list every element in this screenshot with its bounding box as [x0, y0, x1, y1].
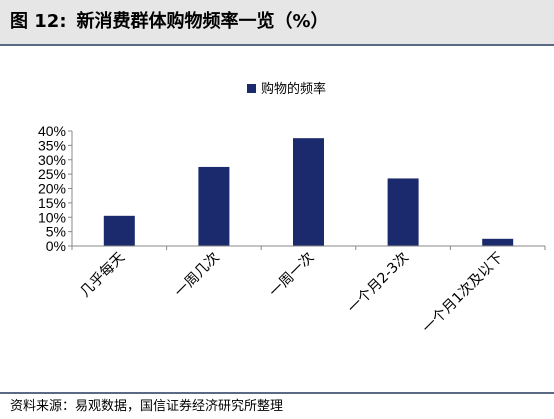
- bar: [103, 215, 135, 246]
- y-axis: 0%5%10%15%20%25%30%35%40%: [38, 123, 73, 254]
- y-tick-label: 30%: [38, 152, 66, 168]
- x-tick-label: 一个月2-3次: [345, 250, 412, 317]
- legend-swatch: [247, 84, 256, 93]
- y-tick-label: 40%: [38, 123, 66, 139]
- figure-label: 图 12:: [10, 11, 67, 32]
- figure-title: 图 12: 新消费群体购物频率一览（%）: [10, 10, 329, 34]
- figure-title-bar: 图 12: 新消费群体购物频率一览（%）: [0, 0, 554, 46]
- figure-title-text: 新消费群体购物频率一览（%）: [76, 11, 329, 32]
- x-tick-label: 一周几次: [172, 250, 223, 301]
- source-bar: 资料来源：易观数据，国信证券经济研究所整理: [0, 392, 554, 419]
- y-tick-label: 5%: [46, 224, 66, 240]
- x-tick-label: 几乎每天: [77, 250, 128, 301]
- y-tick-label: 35%: [38, 137, 66, 153]
- bar: [293, 138, 324, 246]
- y-tick-label: 15%: [38, 195, 66, 211]
- legend-label: 购物的频率: [261, 81, 326, 97]
- bar-series: [103, 138, 514, 246]
- source-note: 资料来源：易观数据，国信证券经济研究所整理: [10, 399, 284, 414]
- x-axis: 几乎每天 一周几次 一周一次 一个月2-3次 一个月1次及以下: [71, 245, 546, 337]
- bar: [387, 178, 419, 246]
- bar: [198, 166, 230, 246]
- y-tick-label: 25%: [38, 166, 66, 182]
- y-tick-label: 10%: [38, 209, 66, 225]
- x-tick-label: 一周一次: [266, 250, 317, 301]
- chart-legend: 购物的频率: [247, 81, 326, 97]
- y-tick-label: 0%: [46, 238, 66, 254]
- x-tick-label: 一个月1次及以下: [420, 250, 507, 337]
- y-tick-label: 20%: [38, 181, 66, 197]
- bar-chart: 购物的频率 0%5%10%15%20%25%30%35%40% 几乎每天 一周几次…: [38, 81, 546, 337]
- bar: [482, 238, 514, 246]
